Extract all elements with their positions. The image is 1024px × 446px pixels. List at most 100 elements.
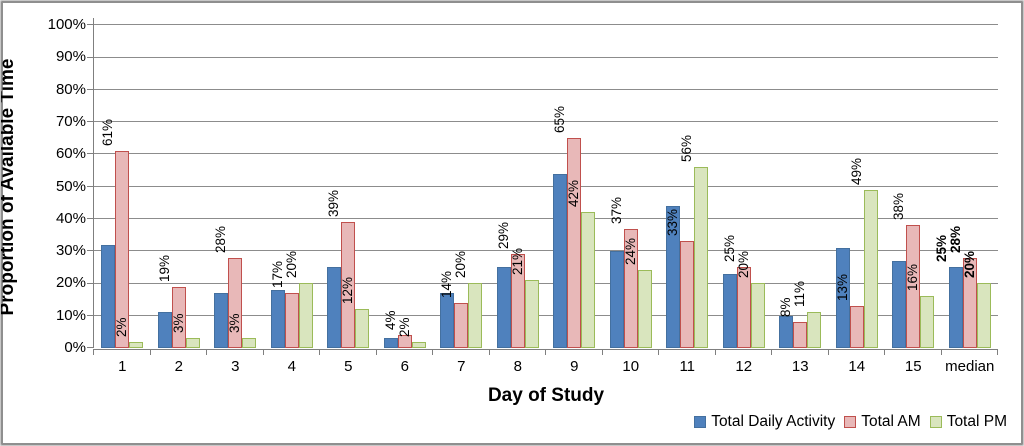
y-axis-tick: [87, 88, 93, 90]
bar-total-am: [454, 302, 469, 348]
y-tick-label: 10%: [55, 306, 86, 324]
x-axis-tick: [149, 349, 151, 355]
legend-item-total-am: Total AM: [844, 413, 921, 431]
bar-data-label: 39%: [326, 190, 342, 218]
x-axis-tick: [319, 349, 321, 355]
gridline: [94, 314, 998, 316]
y-axis-line: [92, 18, 94, 348]
bar-data-label: 25%: [933, 235, 949, 263]
bar-total-daily-activity: [835, 247, 850, 348]
bar-total-pm: [863, 189, 878, 348]
gridline: [94, 185, 998, 187]
bar-data-label: 28%: [213, 225, 229, 253]
y-tick-label: 50%: [55, 177, 86, 195]
bar-total-am: [171, 286, 186, 348]
x-tick-label: 11: [679, 358, 696, 375]
bar-total-daily-activity: [270, 289, 285, 348]
bar-data-label: 2%: [396, 317, 412, 337]
bar-data-label: 3%: [170, 313, 186, 334]
bar-data-label: 20%: [453, 251, 469, 279]
bar-total-daily-activity: [157, 312, 172, 348]
y-tick-label: 30%: [55, 242, 86, 260]
bar-data-label: 3%: [227, 313, 243, 334]
x-axis-tick: [262, 349, 264, 355]
bar-data-label: 24%: [622, 238, 638, 266]
y-tick-label: 0%: [64, 339, 86, 356]
bar-total-pm: [807, 312, 822, 348]
x-axis-tick: [940, 349, 942, 355]
bar-data-label: 20%: [961, 251, 977, 279]
bar-total-am: [397, 335, 412, 348]
y-axis-tick: [87, 282, 93, 284]
y-tick-label: 70%: [55, 112, 86, 130]
plot-area: 0% 10% 20% 30% 40% 50% 60% 70% 80% 90% 100% 1 2 3 4 5 6 7…: [48, 17, 999, 375]
bar-total-pm: [637, 270, 652, 348]
x-tick-label: 5: [344, 358, 353, 375]
bar-total-pm: [298, 283, 313, 348]
x-tick-label: 8: [513, 358, 522, 375]
bar-total-daily-activity: [101, 244, 116, 348]
bar-data-label: 21%: [509, 248, 525, 276]
bar-data-label: 12%: [340, 277, 356, 305]
y-axis-tick: [87, 250, 93, 252]
bar-data-label: 20%: [283, 251, 299, 279]
x-axis-tick: [206, 349, 208, 355]
bar-total-pm: [581, 212, 596, 348]
bar-total-daily-activity: [440, 293, 455, 348]
bar-total-pm: [129, 341, 144, 348]
bar-total-pm: [411, 341, 426, 348]
bar-total-am: [510, 254, 525, 348]
legend-item-total-daily-activity: Total Daily Activity: [694, 413, 835, 431]
bar-total-daily-activity: [496, 267, 511, 348]
legend-item-total-pm: Total PM: [929, 413, 1007, 431]
y-tick-label: 20%: [55, 274, 86, 292]
bar-total-daily-activity: [779, 315, 794, 348]
y-tick-label: 40%: [55, 209, 86, 227]
x-tick-label: 10: [622, 358, 640, 375]
bar-total-am: [115, 150, 130, 348]
x-axis-tick: [714, 349, 716, 355]
bar-total-am: [567, 138, 582, 348]
y-tick-label: 60%: [55, 145, 86, 163]
y-axis-tick: [87, 185, 93, 187]
bar-data-label: 37%: [608, 196, 624, 224]
gridline: [94, 282, 998, 284]
bar-total-daily-activity: [553, 173, 568, 348]
bar-data-label: 38%: [891, 193, 907, 221]
y-axis-tick: [87, 56, 93, 58]
x-tick-label: 14: [848, 358, 866, 375]
x-axis-tick: [93, 349, 95, 355]
x-tick-label: 9: [570, 358, 579, 375]
x-tick-label: 12: [735, 358, 753, 375]
bar-total-pm: [976, 283, 991, 348]
gridline: [94, 250, 998, 252]
y-tick-label: 100%: [47, 16, 86, 33]
bar-total-pm: [920, 296, 935, 348]
bar-total-am: [341, 222, 356, 348]
bar-total-pm: [750, 283, 765, 348]
bar-total-daily-activity: [892, 260, 907, 348]
bar-data-label: 2%: [114, 317, 130, 337]
bar-data-label: 19%: [156, 254, 172, 282]
gridline: [94, 56, 998, 58]
bar-total-daily-activity: [383, 338, 398, 348]
bar-total-daily-activity: [327, 267, 342, 348]
x-axis-tick: [827, 349, 829, 355]
x-axis-title: Day of Study: [487, 385, 605, 406]
x-tick-label: 15: [904, 358, 922, 375]
y-tick-label: 90%: [55, 48, 86, 66]
bar-total-daily-activity: [722, 273, 737, 348]
x-axis-tick: [884, 349, 886, 355]
x-tick-label: 1: [118, 358, 127, 375]
y-axis-tick: [87, 121, 93, 123]
y-axis-tick: [87, 218, 93, 220]
bar-total-daily-activity: [666, 205, 681, 348]
bar-data-label: 28%: [947, 225, 963, 253]
y-axis-tick: [87, 153, 93, 155]
y-axis-tick: [87, 314, 93, 316]
gridline: [94, 153, 998, 155]
bar-data-label: 49%: [848, 157, 864, 185]
legend-swatch-icon: [694, 416, 707, 428]
bar-data-label: 11%: [792, 281, 808, 308]
y-tick-label: 80%: [55, 80, 86, 98]
